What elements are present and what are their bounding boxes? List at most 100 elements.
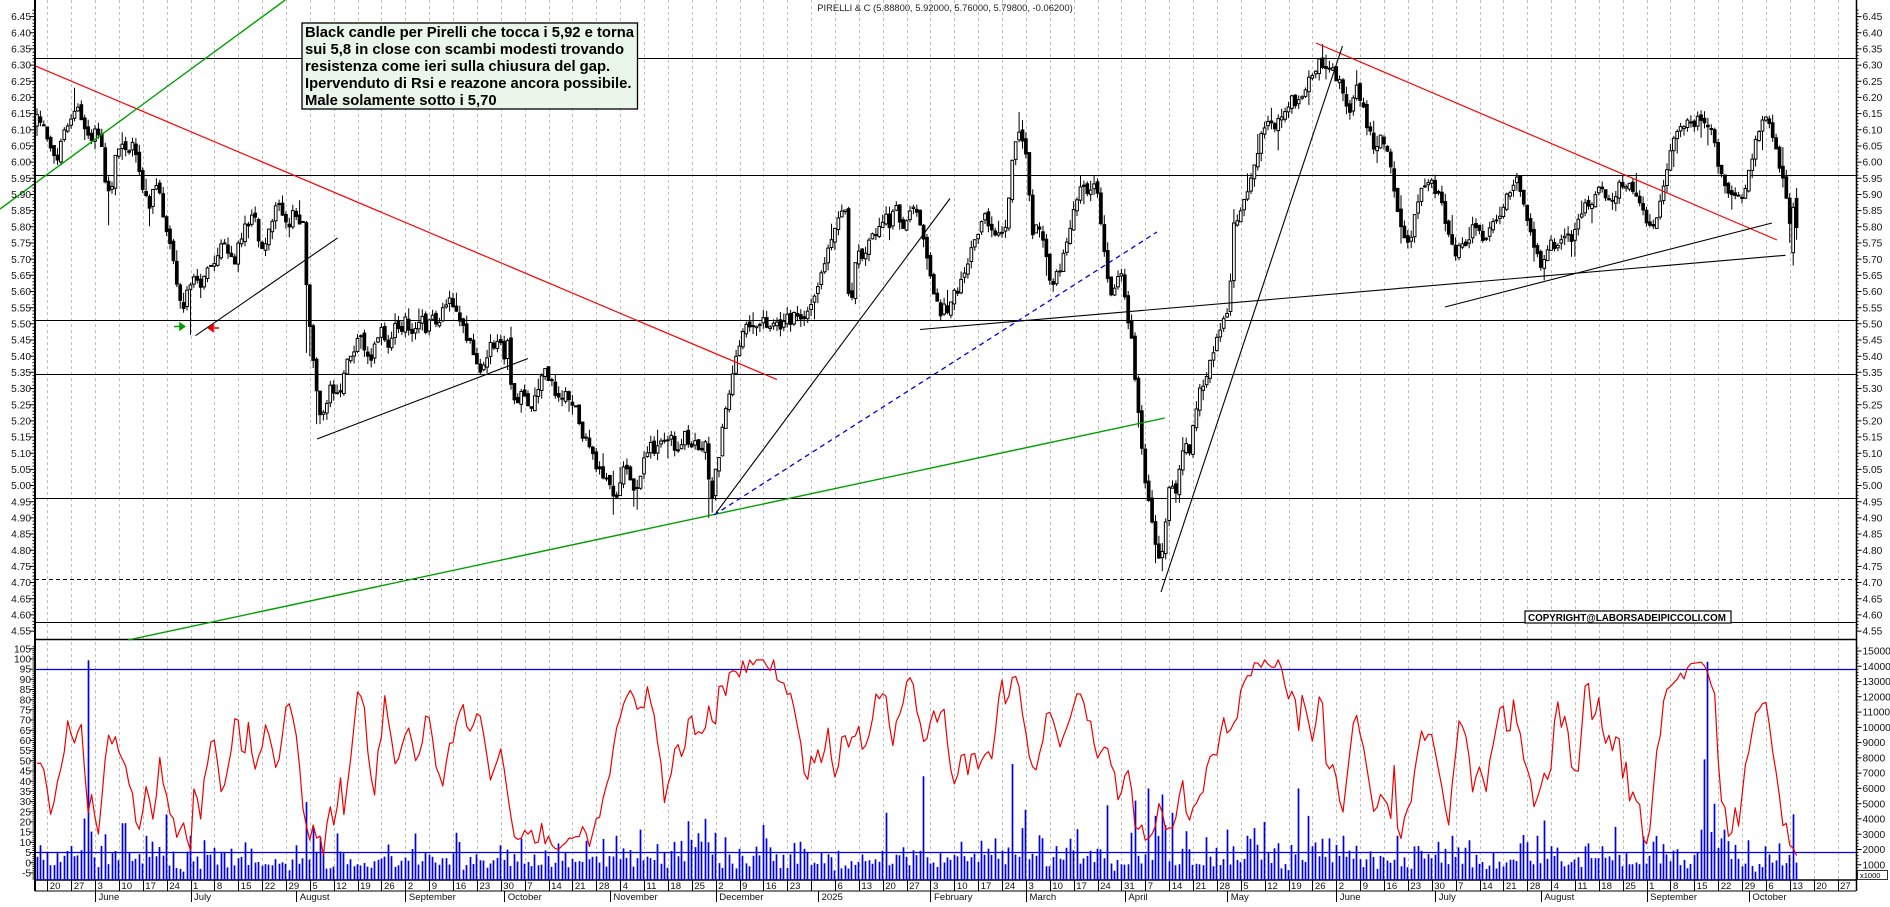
svg-text:6: 6 <box>1768 881 1773 892</box>
svg-text:4.95: 4.95 <box>1863 497 1883 508</box>
svg-text:10: 10 <box>20 838 32 849</box>
svg-text:March: March <box>1030 892 1057 902</box>
svg-text:13: 13 <box>1792 881 1803 892</box>
svg-text:20: 20 <box>50 881 61 892</box>
svg-text:16: 16 <box>1387 881 1398 892</box>
svg-text:9: 9 <box>742 881 747 892</box>
svg-text:x1000: x1000 <box>1860 871 1880 880</box>
svg-text:-5: -5 <box>22 869 31 880</box>
svg-text:24: 24 <box>169 881 180 892</box>
svg-text:5.55: 5.55 <box>1863 303 1883 314</box>
svg-text:8: 8 <box>1673 881 1678 892</box>
svg-text:12000: 12000 <box>1863 692 1890 703</box>
svg-text:2: 2 <box>408 881 413 892</box>
svg-text:6000: 6000 <box>1863 784 1886 795</box>
svg-text:23: 23 <box>1410 881 1421 892</box>
svg-text:10: 10 <box>121 881 132 892</box>
svg-text:6.10: 6.10 <box>11 125 31 136</box>
svg-text:100: 100 <box>14 655 31 666</box>
svg-text:5.25: 5.25 <box>11 400 31 411</box>
svg-text:2000: 2000 <box>1863 845 1886 856</box>
svg-text:15: 15 <box>20 828 32 839</box>
svg-text:4.95: 4.95 <box>11 497 31 508</box>
svg-text:5.65: 5.65 <box>11 271 31 282</box>
svg-text:4.85: 4.85 <box>1863 530 1883 541</box>
svg-text:5.65: 5.65 <box>1863 271 1883 282</box>
svg-text:10000: 10000 <box>1863 723 1890 734</box>
svg-text:6.45: 6.45 <box>11 12 31 23</box>
svg-text:February: February <box>934 892 973 902</box>
svg-text:30: 30 <box>1434 881 1445 892</box>
svg-text:3: 3 <box>1029 881 1034 892</box>
svg-text:30: 30 <box>20 797 32 808</box>
svg-text:5.00: 5.00 <box>1863 481 1883 492</box>
svg-text:5.10: 5.10 <box>11 449 31 460</box>
svg-text:24: 24 <box>1005 881 1016 892</box>
svg-text:29: 29 <box>289 881 300 892</box>
svg-text:8000: 8000 <box>1863 754 1886 765</box>
svg-text:20: 20 <box>1816 881 1827 892</box>
svg-text:4000: 4000 <box>1863 815 1886 826</box>
svg-text:4.60: 4.60 <box>1863 611 1883 622</box>
svg-text:6.40: 6.40 <box>11 28 31 39</box>
svg-text:6.05: 6.05 <box>1863 142 1883 153</box>
svg-text:5.15: 5.15 <box>1863 433 1883 444</box>
svg-text:4: 4 <box>623 881 629 892</box>
svg-text:0: 0 <box>25 858 31 869</box>
svg-text:40: 40 <box>20 777 32 788</box>
svg-text:105: 105 <box>14 644 31 655</box>
svg-text:19: 19 <box>1291 881 1302 892</box>
svg-text:18: 18 <box>670 881 681 892</box>
svg-text:4: 4 <box>1554 881 1560 892</box>
svg-text:5: 5 <box>25 848 31 859</box>
svg-text:4.65: 4.65 <box>1863 594 1883 605</box>
svg-text:4.70: 4.70 <box>1863 578 1883 589</box>
svg-text:4.90: 4.90 <box>11 514 31 525</box>
svg-text:6.15: 6.15 <box>11 109 31 120</box>
svg-text:3: 3 <box>98 881 103 892</box>
svg-text:27: 27 <box>909 881 920 892</box>
svg-text:70: 70 <box>20 716 32 727</box>
svg-text:COPYRIGHT@LABORSADEIPICCOLI.CO: COPYRIGHT@LABORSADEIPICCOLI.COM <box>1528 613 1726 624</box>
svg-text:6.40: 6.40 <box>1863 28 1883 39</box>
svg-text:25: 25 <box>694 881 705 892</box>
svg-text:2: 2 <box>718 881 723 892</box>
svg-text:6.00: 6.00 <box>1863 158 1883 169</box>
svg-text:11: 11 <box>1578 881 1588 892</box>
svg-text:PIRELLI & C (5.88800, 5.92000,: PIRELLI & C (5.88800, 5.92000, 5.76000, … <box>817 2 1072 13</box>
svg-text:5.20: 5.20 <box>11 417 31 428</box>
svg-text:resistenza come ieri sulla chi: resistenza come ieri sulla chiusura del … <box>305 59 610 75</box>
svg-text:17: 17 <box>981 881 992 892</box>
svg-text:6.25: 6.25 <box>11 77 31 88</box>
svg-text:14: 14 <box>1482 881 1493 892</box>
svg-text:11000: 11000 <box>1863 708 1890 719</box>
svg-text:28: 28 <box>599 881 610 892</box>
svg-text:5.25: 5.25 <box>1863 400 1883 411</box>
svg-text:20: 20 <box>885 881 896 892</box>
svg-text:5.80: 5.80 <box>11 222 31 233</box>
svg-text:5.90: 5.90 <box>11 190 31 201</box>
svg-text:5: 5 <box>312 881 317 892</box>
svg-text:6.35: 6.35 <box>11 45 31 56</box>
svg-text:6: 6 <box>838 881 843 892</box>
svg-text:25: 25 <box>20 807 32 818</box>
svg-text:5.35: 5.35 <box>1863 368 1883 379</box>
svg-text:5.30: 5.30 <box>1863 384 1883 395</box>
svg-text:June: June <box>1340 892 1361 902</box>
svg-text:22: 22 <box>1721 881 1732 892</box>
svg-text:5.20: 5.20 <box>1863 417 1883 428</box>
svg-text:October: October <box>508 892 543 902</box>
svg-text:26: 26 <box>1315 881 1326 892</box>
svg-text:18: 18 <box>1601 881 1612 892</box>
svg-text:15: 15 <box>241 881 252 892</box>
svg-text:5.95: 5.95 <box>11 174 31 185</box>
svg-text:11: 11 <box>647 881 657 892</box>
svg-text:Black candle per Pirelli che t: Black candle per Pirelli che tocca i 5,9… <box>305 25 635 41</box>
svg-text:2025: 2025 <box>822 892 843 902</box>
svg-text:September: September <box>1650 892 1698 902</box>
svg-text:5.05: 5.05 <box>1863 465 1883 476</box>
svg-text:14000: 14000 <box>1863 662 1890 673</box>
svg-text:28: 28 <box>1219 881 1230 892</box>
svg-text:sui 5,8 in close con scambi mo: sui 5,8 in close con scambi modesti trov… <box>305 42 624 58</box>
svg-text:4.90: 4.90 <box>1863 514 1883 525</box>
